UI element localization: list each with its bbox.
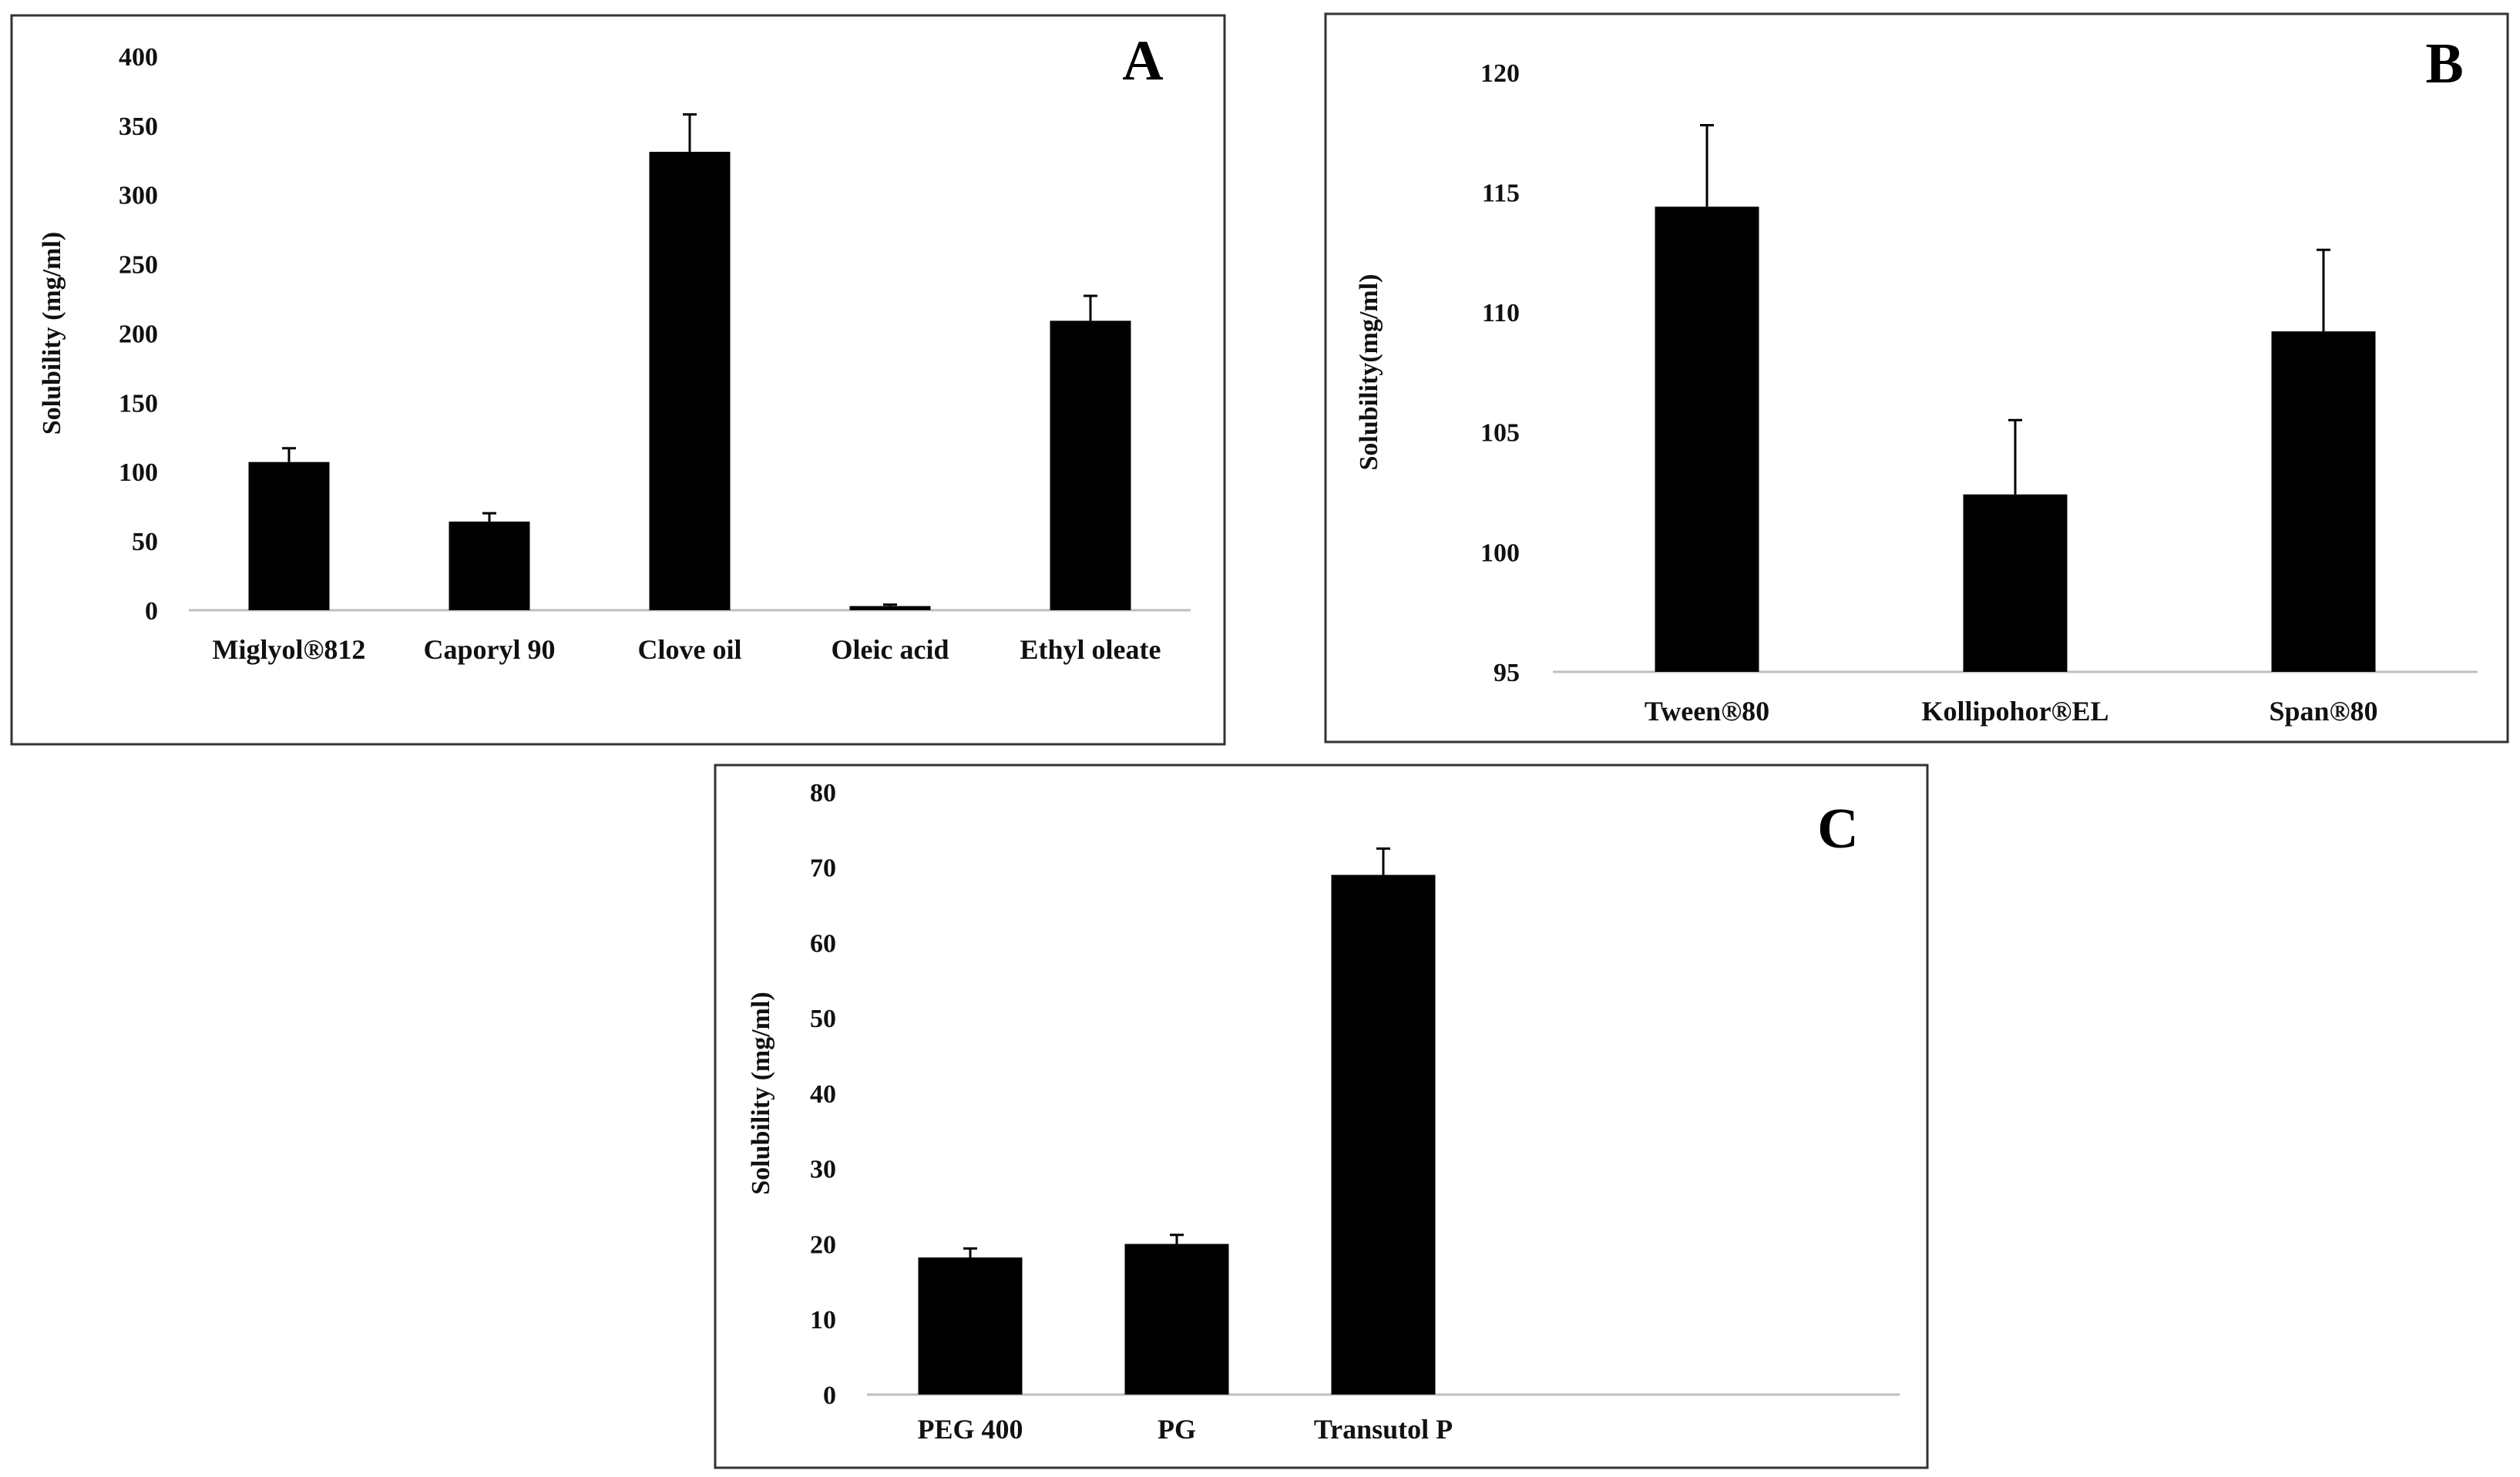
panel-a-category-label: Ethyl oleate: [1020, 634, 1161, 665]
panel-c-ytick-label: 50: [810, 1005, 836, 1033]
panel-b-ytick-label: 95: [1494, 659, 1520, 687]
panel-b-ytick-label: 120: [1480, 59, 1520, 88]
panel-a-bar: [248, 462, 330, 610]
panel-a-bar: [849, 606, 931, 610]
panel-b-bar: [1655, 206, 1759, 673]
panel-b-frame: [1324, 12, 2509, 744]
panel-b-ytick-label: 105: [1480, 419, 1520, 448]
panel-a-category-label: Caporyl 90: [424, 634, 556, 665]
panel-b-category-label: Span®80: [2270, 696, 2378, 727]
panel-b-y-axis-title: Solubility(mg/ml): [1355, 274, 1383, 470]
panel-a-ytick-label: 400: [119, 43, 158, 72]
panel-c-bar: [1331, 874, 1436, 1395]
panel-c-ytick-label: 60: [810, 929, 836, 958]
panel-a-label: A: [1122, 29, 1163, 92]
panel-a-bar: [449, 521, 530, 610]
panel-a-ytick-label: 50: [132, 528, 158, 556]
panel-a-frame: [10, 14, 1226, 746]
panel-b-label: B: [2425, 32, 2463, 96]
panel-a-ytick-label: 250: [119, 251, 158, 280]
panel-c-ytick-label: 40: [810, 1080, 836, 1109]
panel-c-label: C: [1817, 797, 1858, 861]
panel-c-ytick-label: 10: [810, 1306, 836, 1334]
panel-c-category-label: Transutol P: [1314, 1414, 1453, 1445]
panel-a-ytick-label: 150: [119, 389, 158, 418]
panel-a-bar: [1050, 321, 1131, 610]
panel-a-ytick-label: 100: [119, 458, 158, 487]
panel-a-category-label: Oleic acid: [832, 634, 949, 665]
panel-b-ytick-label: 115: [1482, 180, 1520, 208]
panel-c-ytick-label: 30: [810, 1156, 836, 1184]
panel-a-ytick-label: 300: [119, 182, 158, 210]
panel-b-category-label: Kollipohor®EL: [1922, 696, 2109, 727]
panel-a-y-axis-title: Solubility (mg/ml): [38, 232, 66, 435]
panel-b-bar: [1963, 494, 2068, 672]
panel-a-ytick-label: 350: [119, 112, 158, 141]
panel-c-ytick-label: 0: [823, 1381, 836, 1410]
panel-c-ytick-label: 70: [810, 854, 836, 883]
panel-a-bar: [649, 152, 731, 611]
panel-a-category-label: Miglyol®812: [213, 634, 366, 665]
panel-b-ytick-label: 100: [1480, 539, 1520, 567]
panel-a-ytick-label: 0: [145, 597, 158, 626]
panel-c-category-label: PG: [1158, 1414, 1196, 1445]
panel-c-ytick-label: 20: [810, 1230, 836, 1259]
panel-c-category-label: PEG 400: [917, 1414, 1023, 1445]
panel-c-y-axis-title: Solubility (mg/ml): [747, 992, 775, 1195]
panel-b-category-label: Tween®80: [1645, 696, 1769, 727]
panel-c-frame: [714, 764, 1929, 1469]
panel-c-ytick-label: 80: [810, 779, 836, 807]
panel-b-bar: [2271, 331, 2376, 672]
panel-a-ytick-label: 200: [119, 320, 158, 348]
panel-a-category-label: Clove oil: [638, 634, 742, 665]
panel-b-ytick-label: 110: [1482, 299, 1520, 327]
panel-c-bar: [1124, 1244, 1229, 1395]
panel-c-bar: [918, 1257, 1023, 1395]
